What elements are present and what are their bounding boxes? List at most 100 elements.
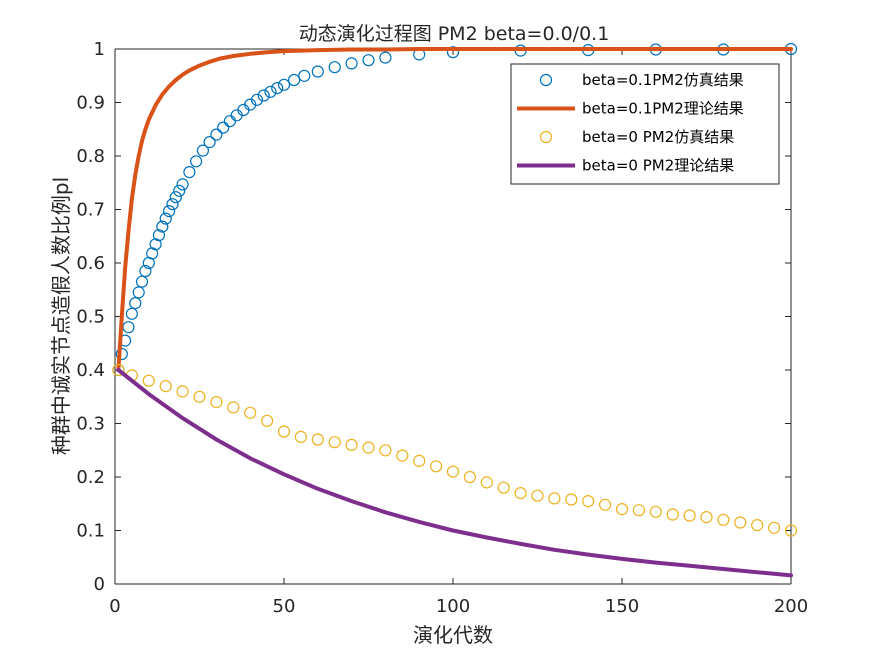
data-point — [125, 307, 138, 320]
data-point — [203, 136, 216, 149]
data-point — [193, 390, 206, 403]
data-point — [129, 297, 142, 310]
data-point — [767, 521, 781, 534]
data-point — [379, 444, 392, 457]
data-point — [734, 516, 747, 529]
data-point — [463, 470, 476, 484]
data-point — [345, 438, 358, 451]
data-point — [446, 465, 460, 478]
data-point — [217, 121, 230, 134]
data-point — [257, 89, 270, 102]
data-point — [149, 238, 162, 251]
legend-swatch-marker — [539, 73, 553, 87]
legend-label: beta=0 PM2仿真结果 — [582, 128, 734, 146]
legend-swatch-marker — [539, 130, 553, 144]
legend-label: beta=0.1PM2理论结果 — [582, 100, 744, 118]
legend-label: beta=0.1PM2仿真结果 — [582, 71, 744, 89]
x-tick-label: 100 — [436, 596, 470, 617]
data-point — [649, 505, 662, 518]
data-point — [139, 264, 152, 278]
series-line — [116, 368, 793, 578]
data-point — [173, 184, 186, 197]
y-tick-label: 0.1 — [76, 521, 105, 542]
data-point — [152, 229, 165, 242]
x-tick-label: 200 — [774, 596, 808, 617]
data-point — [345, 57, 358, 70]
data-point — [362, 441, 375, 454]
y-tick-label: 0 — [94, 574, 105, 595]
series-line — [116, 47, 793, 372]
data-point — [244, 406, 257, 419]
data-point — [615, 503, 629, 516]
data-point — [396, 449, 409, 462]
data-point — [700, 510, 713, 524]
x-tick-label: 0 — [109, 596, 120, 617]
data-point — [132, 286, 145, 299]
y-tick-label: 0.6 — [76, 253, 105, 274]
data-point — [159, 380, 172, 393]
data-point — [115, 347, 128, 361]
data-point — [210, 396, 223, 409]
data-point — [751, 518, 764, 532]
data-point — [176, 385, 189, 398]
data-point — [277, 78, 291, 91]
data-point — [632, 504, 646, 517]
y-axis-title: 种群中诚实节点造假人数比例pl — [49, 177, 73, 455]
data-point — [480, 476, 493, 489]
data-point — [261, 414, 274, 427]
x-axis-title: 演化代数 — [413, 623, 493, 647]
data-point — [298, 69, 311, 82]
data-point — [446, 46, 460, 59]
data-point — [159, 212, 172, 225]
data-point — [683, 509, 696, 522]
series-3 — [112, 363, 798, 537]
data-point — [156, 220, 169, 233]
data-point — [166, 198, 179, 211]
data-point — [548, 492, 561, 505]
data-point — [169, 191, 182, 204]
data-point — [430, 460, 443, 473]
data-point — [598, 498, 612, 511]
data-point — [497, 481, 510, 494]
data-point — [176, 178, 189, 191]
data-point — [163, 205, 176, 218]
data-point — [717, 513, 730, 526]
data-point — [264, 85, 277, 98]
series-4 — [116, 368, 793, 578]
plot-area: 0 50 100 150 200 0 0.1 0.2 0.3 0.4 0.5 0.6 0.7 0.8 0.9… — [76, 39, 808, 617]
data-point — [294, 430, 307, 443]
data-point — [565, 493, 578, 506]
chart-title: 动态演化过程图 PM2 beta=0.0/0.1 — [299, 23, 610, 45]
data-point — [311, 65, 324, 78]
y-tick-label: 0.8 — [76, 146, 105, 167]
data-point — [582, 495, 595, 508]
data-point — [379, 51, 392, 64]
data-point — [250, 93, 264, 106]
data-point — [122, 321, 135, 334]
series-2 — [116, 47, 793, 372]
data-point — [288, 73, 301, 87]
data-point — [112, 363, 125, 377]
data-point — [183, 166, 196, 179]
data-point — [223, 115, 236, 128]
data-point — [227, 401, 240, 414]
data-point — [190, 155, 203, 168]
data-point — [514, 487, 527, 500]
data-point — [311, 433, 324, 446]
x-tick-label: 150 — [605, 596, 639, 617]
data-point — [531, 489, 544, 502]
data-point — [277, 425, 291, 438]
data-point — [666, 508, 679, 521]
data-point — [328, 436, 341, 449]
legend-label: beta=0 PM2理论结果 — [582, 157, 734, 175]
x-tick-label: 50 — [273, 596, 296, 617]
y-tick-label: 0.5 — [76, 307, 105, 328]
data-point — [413, 454, 426, 467]
data-point — [784, 524, 798, 537]
data-point — [362, 54, 375, 67]
y-tick-label: 0.4 — [76, 360, 105, 381]
data-point — [135, 275, 149, 288]
data-point — [196, 144, 209, 157]
data-point — [328, 61, 341, 74]
